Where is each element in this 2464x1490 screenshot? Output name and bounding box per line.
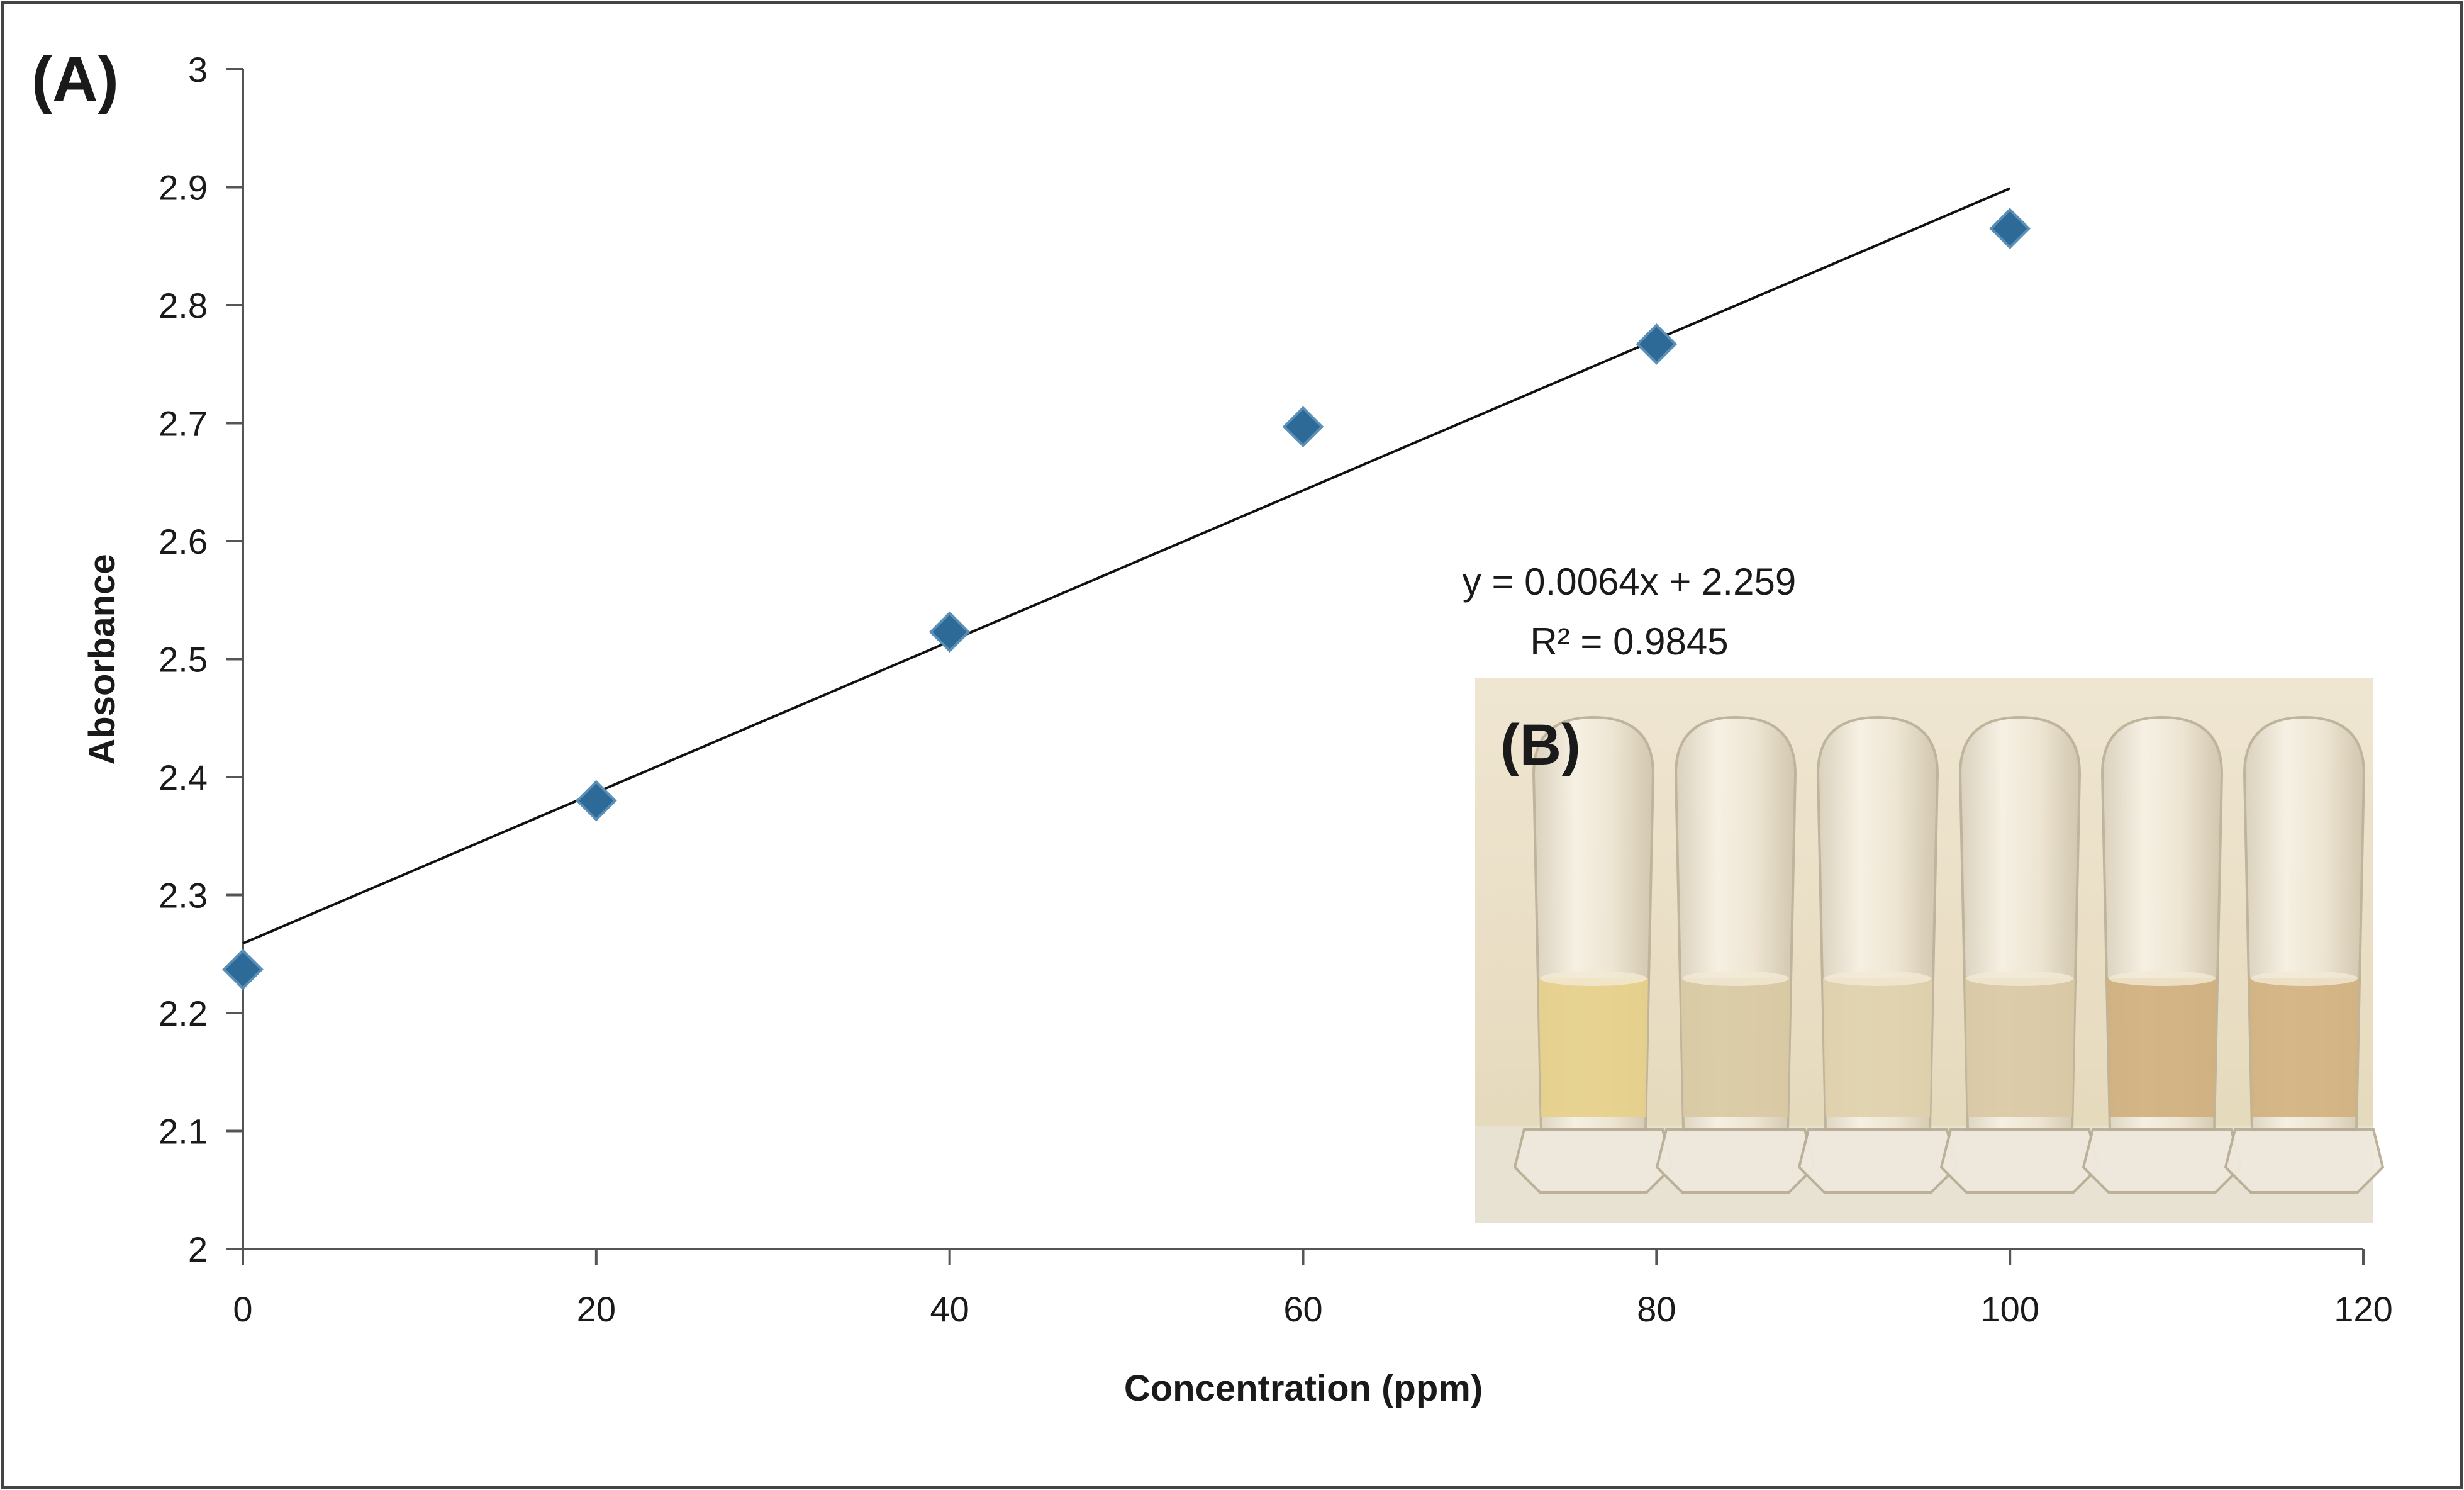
tube-cap — [1655, 1128, 1816, 1194]
trendline-equation: y = 0.0064x + 2.259 — [1463, 561, 1796, 603]
tube — [1513, 715, 1674, 1194]
x-axis-title: Concentration (ppm) — [1124, 1368, 1483, 1409]
y-tick-label: 2 — [188, 1230, 208, 1269]
x-tick-label: 40 — [930, 1289, 969, 1329]
tube-liquid — [1681, 978, 1790, 1117]
tube-cap — [1797, 1128, 1958, 1194]
tube — [1797, 715, 1958, 1194]
panel-a-label: (A) — [31, 44, 119, 115]
x-axis: 0 20 40 60 80 100 120 — [233, 1248, 2393, 1329]
liquid-meniscus — [1682, 971, 1789, 986]
x-tick-label: 0 — [233, 1289, 252, 1329]
liquid-meniscus — [1824, 971, 1931, 986]
tube-cap — [2224, 1128, 2385, 1194]
y-tick-label: 2.7 — [159, 404, 208, 444]
liquid-meniscus — [1966, 971, 2073, 986]
y-axis-title: Absorbance — [82, 554, 123, 765]
y-tick-label: 2.6 — [159, 522, 208, 561]
data-points — [222, 208, 2031, 990]
tube-group — [1513, 715, 2385, 1194]
tube — [2082, 715, 2243, 1194]
tube — [1655, 715, 1816, 1194]
x-tick-label: 120 — [2334, 1289, 2392, 1329]
x-tick-label: 100 — [1980, 1289, 2039, 1329]
tube-liquid — [1823, 978, 1932, 1117]
y-tick-label: 2.2 — [159, 994, 208, 1033]
y-tick-label: 2.3 — [159, 876, 208, 916]
tube — [2224, 715, 2385, 1194]
tube-liquid — [2107, 978, 2217, 1117]
x-tick-label: 80 — [1637, 1289, 1676, 1329]
y-tick-label: 2.4 — [159, 758, 208, 797]
trendline-layer — [242, 187, 2010, 945]
panel-b-label: (B) — [1500, 713, 1581, 777]
liquid-meniscus — [1540, 971, 1647, 986]
tube-cap — [2082, 1128, 2243, 1194]
y-tick-label: 2.1 — [159, 1112, 208, 1151]
tube-liquid — [1965, 978, 2075, 1117]
data-point — [1989, 208, 2031, 249]
liquid-meniscus — [2109, 971, 2216, 986]
y-axis: 2 2.1 2.2 2.3 2.4 2.5 2.6 2.7 2.8 2.9 3 — [159, 50, 244, 1269]
trendline — [242, 187, 2010, 945]
x-tick-label: 20 — [577, 1289, 616, 1329]
y-tick-label: 2.9 — [159, 168, 208, 208]
tube-cap — [1939, 1128, 2100, 1194]
data-point — [222, 948, 264, 990]
data-point — [576, 780, 617, 822]
liquid-meniscus — [2251, 971, 2358, 986]
inset-photo: (B) — [1475, 678, 2385, 1223]
x-tick-label: 60 — [1283, 1289, 1322, 1329]
tube-liquid — [2249, 978, 2359, 1117]
data-point — [1636, 323, 1678, 365]
tube-liquid — [1539, 978, 1648, 1117]
tube — [1939, 715, 2100, 1194]
data-point — [1282, 406, 1324, 447]
r-squared-label: R² = 0.9845 — [1530, 620, 1728, 663]
data-point — [928, 611, 971, 653]
tube-cap — [1513, 1128, 1674, 1194]
y-tick-label: 3 — [188, 50, 208, 89]
y-tick-label: 2.8 — [159, 286, 208, 325]
y-tick-label: 2.5 — [159, 640, 208, 680]
